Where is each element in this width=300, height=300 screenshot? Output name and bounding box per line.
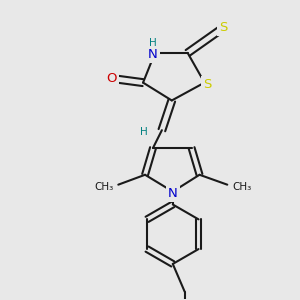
Text: N: N bbox=[168, 187, 178, 200]
Text: H: H bbox=[140, 127, 148, 137]
Text: H: H bbox=[149, 38, 157, 48]
Text: O: O bbox=[106, 72, 117, 85]
Text: CH₃: CH₃ bbox=[232, 182, 251, 192]
Text: S: S bbox=[203, 78, 212, 91]
Text: CH₃: CH₃ bbox=[94, 182, 113, 192]
Text: N: N bbox=[148, 48, 158, 62]
Text: S: S bbox=[219, 21, 227, 34]
